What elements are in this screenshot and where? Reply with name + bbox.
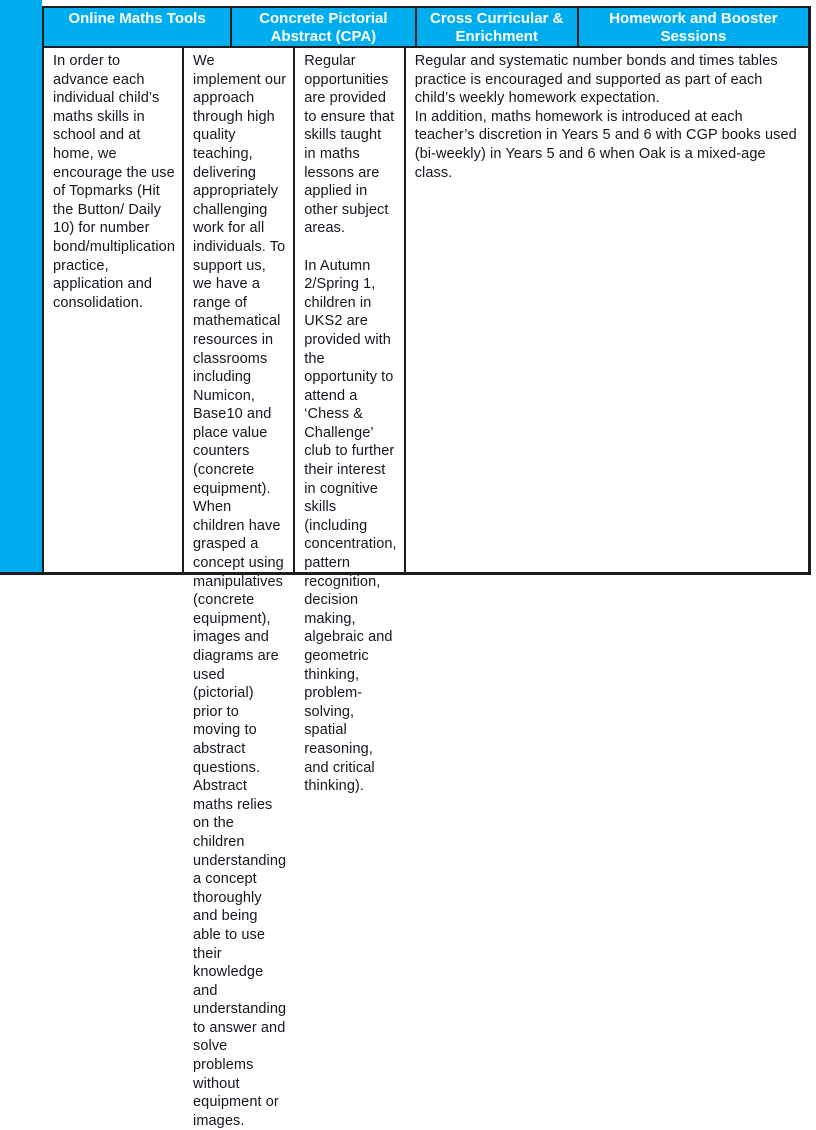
column-header-concrete-pictorial-abstract: Concrete Pictorial Abstract (CPA) xyxy=(232,8,417,46)
cpa-paragraph: We implement our approach through high q… xyxy=(193,53,287,1129)
column-header-homework-booster-sessions: Homework and Booster Sessions xyxy=(609,10,778,45)
table-body-row: In order to advance each individual chil… xyxy=(44,48,808,1129)
maths-provision-table: Online Maths Tools Concrete Pictorial Ab… xyxy=(42,6,811,1129)
cell-homework-booster-sessions: Regular and systematic number bonds and … xyxy=(406,48,808,572)
cell-concrete-pictorial-abstract: We implement our approach through high q… xyxy=(184,48,296,1129)
homework-paragraph-1: Regular and systematic number bonds and … xyxy=(414,53,778,107)
cell-online-maths-tools: In order to advance each individual chil… xyxy=(44,48,184,572)
cross-curricular-paragraph-1: Regular opportunities are provided to en… xyxy=(304,53,395,237)
column-header-online-maths-tools: Online Maths Tools xyxy=(44,8,233,46)
cell-cross-curricular-enrichment: Regular opportunities are provided to en… xyxy=(295,48,406,794)
homework-paragraph-2: In addition, maths homework is introduce… xyxy=(414,108,797,181)
left-accent-strip xyxy=(0,0,42,575)
cross-curricular-paragraph-2: In Autumn 2/Spring 1, children in UKS2 a… xyxy=(304,257,397,795)
table-header-row: Online Maths Tools Concrete Pictorial Ab… xyxy=(44,8,808,48)
online-maths-tools-paragraph: In order to advance each individual chil… xyxy=(53,53,175,311)
column-header-cross-curricular-enrichment: Cross Curricular & Enrichment xyxy=(417,8,579,46)
